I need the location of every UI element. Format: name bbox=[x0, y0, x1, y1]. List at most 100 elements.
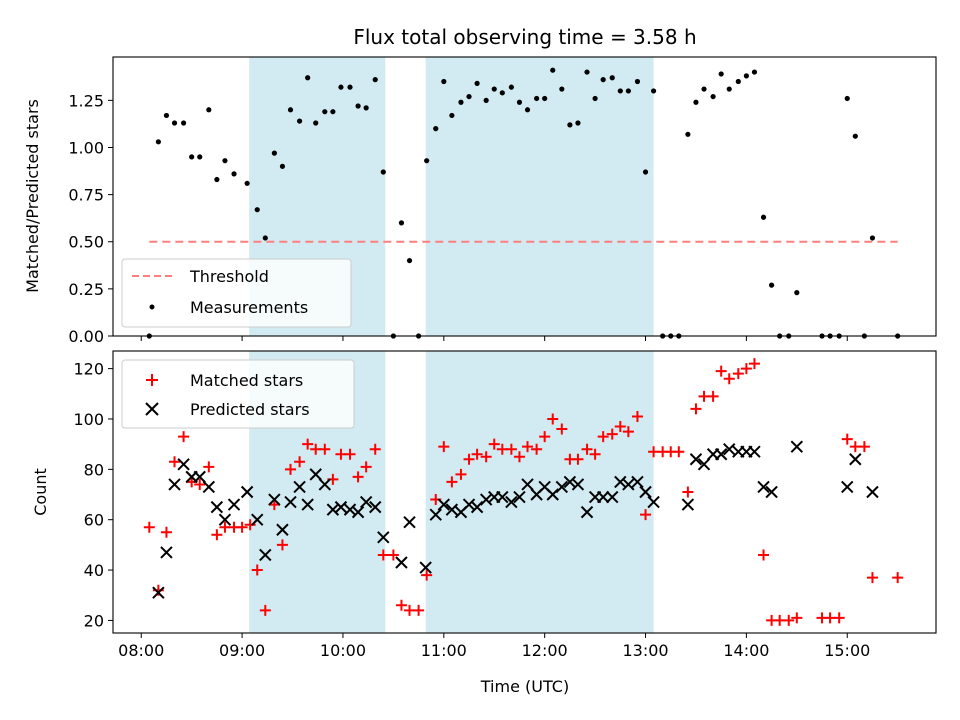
predicted-star-point bbox=[193, 470, 206, 484]
measurement-point bbox=[617, 88, 623, 94]
matched-star-point bbox=[622, 426, 634, 438]
predicted-star-point bbox=[697, 458, 711, 471]
count-x-ticks: 08:00 09:00 10:00 11:00 12:00 13:00 14:00 15:00 bbox=[118, 633, 870, 660]
measurement-point bbox=[296, 118, 303, 124]
predicted-star-point bbox=[276, 523, 289, 536]
measurement-point bbox=[262, 235, 268, 241]
measurement-point bbox=[524, 107, 531, 113]
matched-star-point bbox=[178, 431, 190, 443]
predicted-star-point bbox=[505, 495, 518, 509]
matched-star-point bbox=[732, 368, 744, 380]
predicted-star-point bbox=[343, 503, 357, 516]
measurement-point bbox=[844, 95, 850, 102]
matched-star-point bbox=[589, 448, 601, 460]
measurement-point bbox=[305, 75, 311, 81]
x-tick-label: 14:00 bbox=[723, 641, 769, 660]
measurement-point bbox=[718, 71, 724, 77]
measurement-point bbox=[869, 235, 876, 241]
matched-star-point bbox=[352, 471, 364, 483]
matched-star-point bbox=[531, 443, 543, 455]
ratio-panel: Flux total observing time = 3.58 h 0.000… bbox=[23, 25, 937, 346]
count-plot-frame bbox=[112, 350, 937, 634]
measurement-point bbox=[206, 107, 212, 113]
predicted-star-point bbox=[377, 531, 390, 544]
measurement-point bbox=[474, 80, 480, 86]
measurement-point bbox=[214, 176, 220, 183]
measurement-point bbox=[634, 78, 641, 85]
x-tick-label: 15:00 bbox=[824, 641, 870, 660]
measurement-point bbox=[197, 154, 203, 160]
predicted-star-point bbox=[765, 485, 778, 499]
predicted-star-point bbox=[284, 495, 297, 509]
predicted-star-point bbox=[318, 478, 332, 491]
matched-star-point bbox=[758, 549, 770, 561]
predicted-star-point bbox=[309, 468, 322, 481]
matched-star-point bbox=[319, 443, 331, 455]
predicted-star-point bbox=[647, 495, 660, 509]
y-tick-label: 100 bbox=[73, 410, 104, 429]
measurement-point bbox=[534, 95, 540, 102]
matched-star-point bbox=[783, 614, 795, 626]
measurement-point bbox=[584, 69, 590, 75]
matched-star-point bbox=[539, 431, 551, 443]
measurement-point bbox=[769, 282, 775, 288]
y-tick-label: 0.75 bbox=[68, 186, 104, 205]
matched-star-point bbox=[556, 423, 568, 435]
matched-star-point bbox=[169, 456, 181, 468]
matched-star-point bbox=[421, 569, 433, 581]
matched-star-point bbox=[522, 441, 534, 453]
predicted-star-point bbox=[622, 478, 635, 491]
matched-star-point bbox=[513, 451, 525, 463]
measurement-point bbox=[406, 257, 413, 264]
measurement-point bbox=[542, 95, 548, 102]
measurement-point bbox=[575, 120, 581, 126]
matched-star-point bbox=[505, 443, 517, 455]
matched-star-point bbox=[369, 443, 381, 455]
predicted-star-point bbox=[419, 561, 432, 574]
predicted-star-point bbox=[240, 485, 254, 499]
ratio-legend: Threshold Measurements bbox=[121, 258, 352, 328]
measurement-point bbox=[355, 103, 361, 109]
predicted-star-point bbox=[596, 490, 610, 504]
matched-star-point bbox=[244, 519, 256, 531]
predicted-star-point bbox=[326, 503, 340, 516]
matched-star-point bbox=[276, 539, 288, 551]
matched-star-point bbox=[690, 403, 702, 415]
matched-star-point bbox=[259, 604, 271, 616]
predicted-star-point bbox=[395, 556, 408, 569]
predicted-star-point bbox=[359, 495, 373, 509]
measurement-point bbox=[751, 69, 758, 75]
matched-star-point bbox=[446, 476, 458, 488]
measurement-point bbox=[287, 107, 294, 113]
measurement-point bbox=[449, 112, 455, 119]
measurement-point bbox=[466, 93, 472, 100]
measurement-point bbox=[380, 169, 386, 175]
predicted-star-point bbox=[210, 500, 224, 514]
matched-star-point bbox=[203, 461, 215, 473]
x-tick-label: 09:00 bbox=[219, 641, 265, 660]
predicted-star-point bbox=[227, 498, 241, 511]
predicted-star-point bbox=[631, 475, 644, 489]
measurement-point bbox=[313, 120, 319, 126]
predicted-star-point bbox=[470, 500, 484, 514]
predicted-star-point bbox=[714, 448, 728, 461]
y-tick-label: 0.00 bbox=[68, 327, 104, 346]
measurement-point bbox=[650, 88, 657, 94]
measurement-point bbox=[743, 73, 749, 79]
predicted-star-point bbox=[462, 498, 476, 511]
y-tick-label: 40 bbox=[84, 561, 104, 580]
matched-star-point bbox=[715, 365, 727, 377]
measurement-point bbox=[642, 169, 649, 175]
predicted-star-point bbox=[251, 513, 264, 526]
predicted-star-point bbox=[445, 503, 459, 516]
measurement-point bbox=[189, 154, 195, 160]
measurement-point bbox=[330, 109, 336, 115]
matched-star-point bbox=[480, 451, 492, 463]
ratio-plot-frame bbox=[112, 56, 937, 337]
predicted-star-point bbox=[293, 480, 306, 494]
legend-matched-label: Matched stars bbox=[190, 371, 303, 390]
y-tick-label: 20 bbox=[84, 611, 104, 630]
matched-star-point bbox=[438, 441, 450, 453]
measurement-point bbox=[710, 93, 716, 100]
matched-star-point bbox=[395, 599, 407, 611]
